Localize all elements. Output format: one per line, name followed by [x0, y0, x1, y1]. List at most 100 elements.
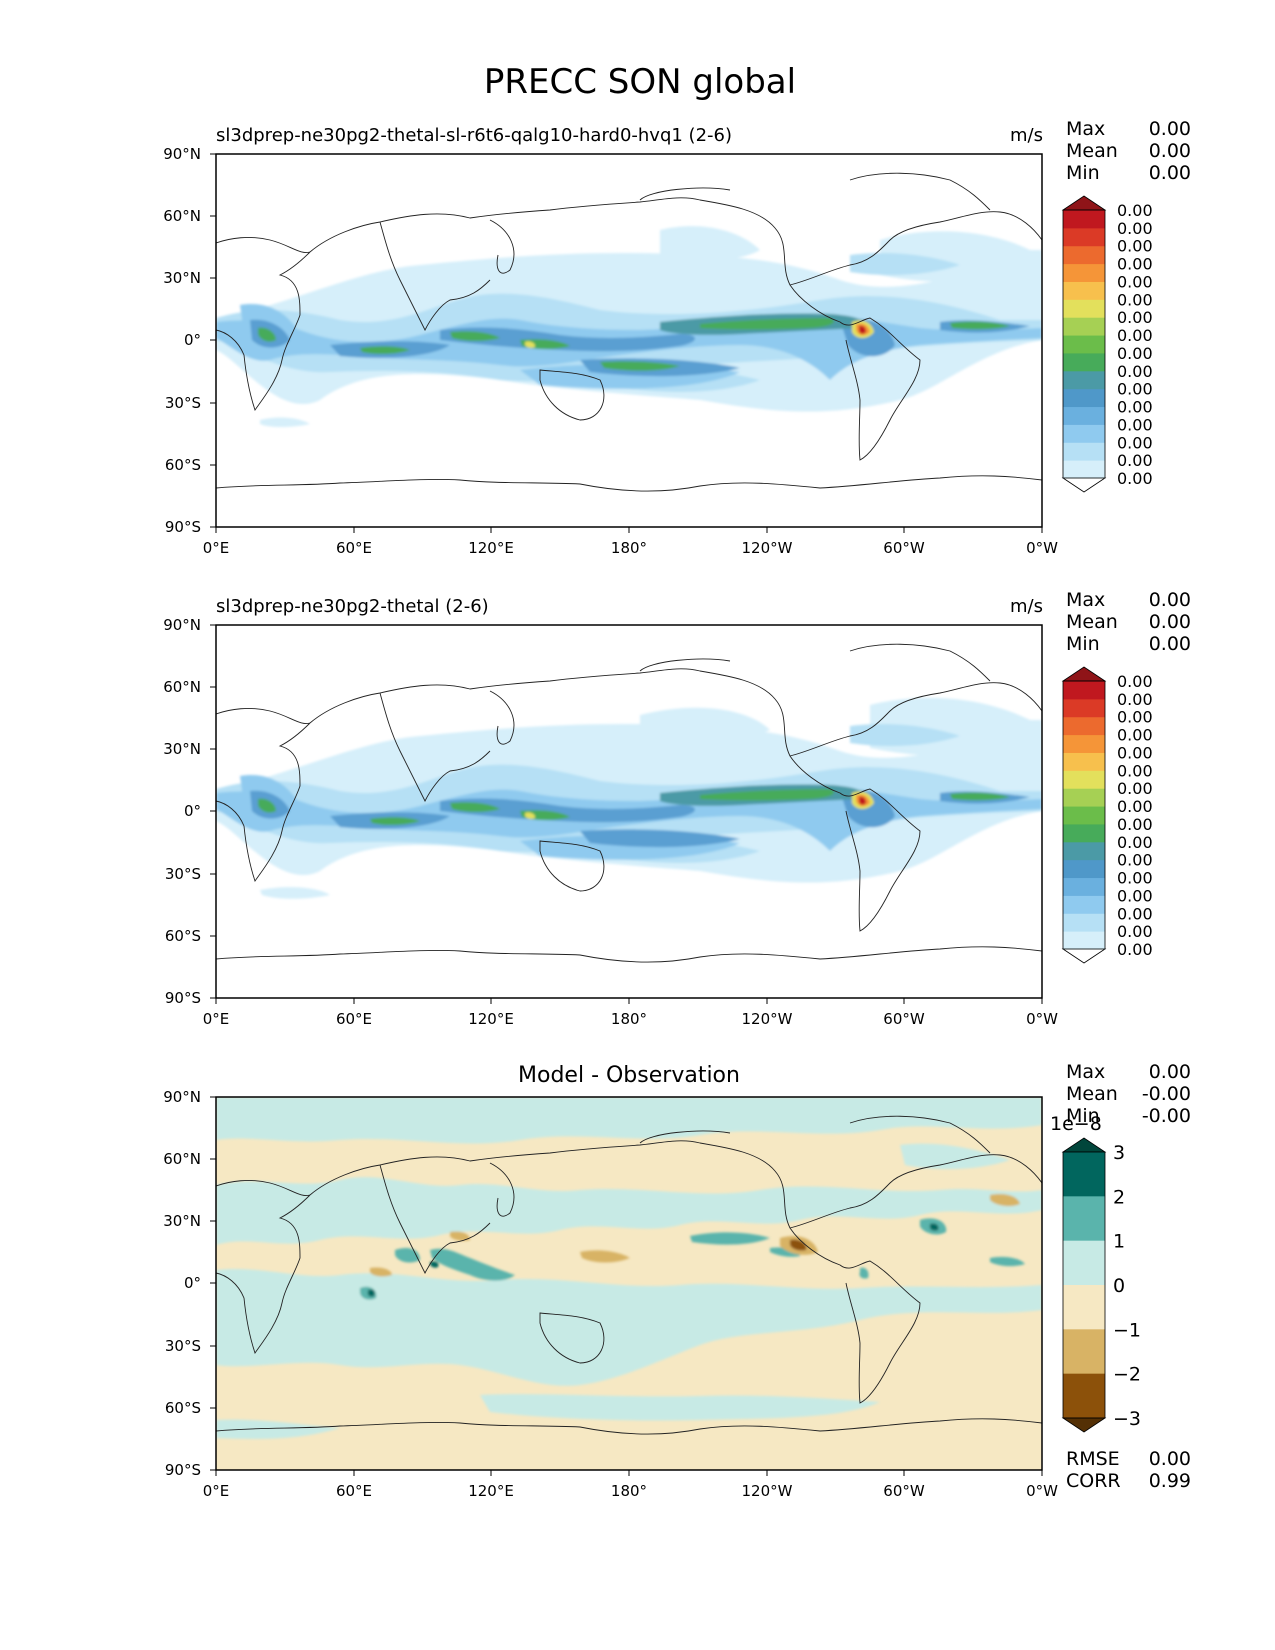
- panel-difference: Model - Observation Max 0.00 Mean -0.00 …: [163, 1061, 1191, 1500]
- x-axis: 0°E 60°E 120°E 180° 120°W 60°W 0°W: [203, 527, 1058, 557]
- y-tick-label: 0°: [184, 802, 201, 820]
- x-tick-label: 0°E: [203, 539, 230, 557]
- colorbar-tick-label: 0.00: [1117, 362, 1153, 381]
- stat-mean-value: -0.00: [1142, 1083, 1191, 1105]
- x-tick-label: 60°W: [883, 1010, 925, 1028]
- colorbar-extend-low: [1061, 477, 1107, 493]
- colorbar-segment: [1063, 245, 1105, 265]
- x-tick-label: 0°W: [1026, 539, 1058, 557]
- colorbar-tick-label: 0.00: [1117, 833, 1153, 852]
- colorbar-tick-label: 0.00: [1117, 922, 1153, 941]
- colorbar-segment: [1063, 913, 1105, 932]
- colorbar-tick-label: 0.00: [1117, 743, 1153, 762]
- y-tick-label: 60°S: [165, 456, 201, 474]
- stat-max-value: 0.00: [1149, 118, 1191, 140]
- colorbar-tick-label: 0.00: [1117, 272, 1153, 291]
- colorbar-segment: [1063, 1329, 1105, 1375]
- colorbar-tick-label: 0.00: [1117, 886, 1153, 905]
- colorbar-segment: [1063, 1285, 1105, 1330]
- colorbar-segment: [1063, 317, 1105, 336]
- x-tick-label: 180°: [611, 539, 647, 557]
- y-tick-label: 90°N: [163, 145, 201, 163]
- colorbar-segment: [1063, 406, 1105, 425]
- colorbar-extend-high: [1061, 195, 1107, 211]
- x-tick-label: 60°E: [336, 1482, 372, 1500]
- y-tick-label: 30°N: [163, 1212, 201, 1230]
- colorbar-segment: [1063, 1152, 1105, 1197]
- stat-corr-value: 0.99: [1149, 1470, 1191, 1492]
- y-tick-label: 30°N: [163, 740, 201, 758]
- colorbar-segment: [1063, 788, 1105, 807]
- colorbar-tick-label: 0.00: [1117, 290, 1153, 309]
- colorbar-tick-label: 0.00: [1117, 451, 1153, 470]
- colorbar-segment: [1063, 210, 1105, 229]
- stat-max-label: Max: [1066, 118, 1105, 140]
- colorbar-tick-label: 0.00: [1117, 433, 1153, 452]
- x-axis: 0°E 60°E 120°E 180° 120°W 60°W 0°W: [203, 998, 1058, 1028]
- colorbar-tick-label: 2: [1113, 1186, 1125, 1208]
- colorbar-outline: [1062, 680, 1106, 950]
- stat-mean-label: Mean: [1066, 1083, 1118, 1105]
- colorbar-scale-label: 1e−8: [1050, 1113, 1102, 1135]
- colorbar-tick-label: 0.00: [1117, 469, 1153, 488]
- colorbar: 0.000.000.000.000.000.000.000.000.000.00…: [1061, 666, 1153, 964]
- colorbar-tick-label: 0.00: [1117, 851, 1153, 870]
- colorbar-extend-high: [1061, 1137, 1107, 1153]
- x-tick-label: 120°E: [468, 1482, 514, 1500]
- colorbar-segment: [1063, 823, 1105, 843]
- x-tick-label: 120°W: [742, 1482, 793, 1500]
- colorbar-tick-label: 0.00: [1117, 237, 1153, 256]
- colorbar-segment: [1063, 335, 1105, 354]
- colorbar-segment: [1063, 895, 1105, 914]
- colorbar-tick-label: 0.00: [1117, 761, 1153, 780]
- colorbar-tick-label: 0.00: [1117, 815, 1153, 834]
- colorbar-tick-label: 0.00: [1117, 779, 1153, 798]
- colorbar-tick-label: 0.00: [1117, 326, 1153, 345]
- x-tick-label: 0°E: [203, 1010, 230, 1028]
- y-tick-label: 90°S: [165, 989, 201, 1007]
- colorbar-tick-label: 0.00: [1117, 398, 1153, 417]
- x-tick-label: 60°W: [883, 1482, 925, 1500]
- stat-min-value: 0.00: [1149, 633, 1191, 655]
- colorbar-tick-label: 0.00: [1117, 690, 1153, 709]
- stat-mean-label: Mean: [1066, 611, 1118, 633]
- colorbar-tick-label: −3: [1113, 1408, 1141, 1430]
- stat-max-value: 0.00: [1149, 589, 1191, 611]
- colorbar-segment: [1063, 806, 1105, 825]
- colorbar-tick-label: −2: [1113, 1364, 1141, 1386]
- colorbar-extend-high: [1061, 666, 1107, 682]
- colorbar-segment: [1063, 370, 1105, 390]
- x-tick-label: 120°W: [742, 539, 793, 557]
- colorbar-tick-label: 0.00: [1117, 869, 1153, 888]
- y-axis: 90°N 60°N 30°N 0° 30°S 60°S 90°S: [163, 616, 216, 1007]
- colorbar-segment: [1063, 698, 1105, 718]
- y-tick-label: 90°S: [165, 1461, 201, 1479]
- stat-corr-label: CORR: [1066, 1470, 1121, 1492]
- colorbar-segment: [1063, 388, 1105, 408]
- stats-block: Max 0.00 Mean 0.00 Min 0.00: [1066, 589, 1191, 655]
- y-tick-label: 60°N: [163, 1150, 201, 1168]
- stats-block: Max 0.00 Mean 0.00 Min 0.00: [1066, 118, 1191, 184]
- colorbar-segment: [1063, 931, 1105, 950]
- stat-min-label: Min: [1066, 633, 1100, 655]
- x-tick-label: 0°W: [1026, 1010, 1058, 1028]
- y-tick-label: 30°S: [165, 394, 201, 412]
- x-tick-label: 60°E: [336, 1010, 372, 1028]
- colorbar-segment: [1063, 1240, 1105, 1286]
- y-tick-label: 0°: [184, 331, 201, 349]
- y-tick-label: 30°N: [163, 269, 201, 287]
- colorbar: 3 2 1 0 −1 −2 −3: [1061, 1137, 1141, 1433]
- colorbar-segment: [1063, 681, 1105, 700]
- colorbar-tick-label: 0.00: [1117, 219, 1153, 238]
- colorbar-tick-label: 1: [1113, 1231, 1125, 1253]
- x-tick-label: 120°E: [468, 539, 514, 557]
- stat-mean-value: 0.00: [1149, 140, 1191, 162]
- stat-rmse-label: RMSE: [1066, 1448, 1120, 1470]
- x-tick-label: 180°: [611, 1010, 647, 1028]
- colorbar-extend-low: [1061, 948, 1107, 964]
- x-tick-label: 60°W: [883, 539, 925, 557]
- colorbar-tick-label: −1: [1113, 1319, 1141, 1341]
- x-tick-label: 120°E: [468, 1010, 514, 1028]
- y-tick-label: 90°S: [165, 518, 201, 536]
- error-stats: RMSE 0.00 CORR 0.99: [1066, 1448, 1191, 1492]
